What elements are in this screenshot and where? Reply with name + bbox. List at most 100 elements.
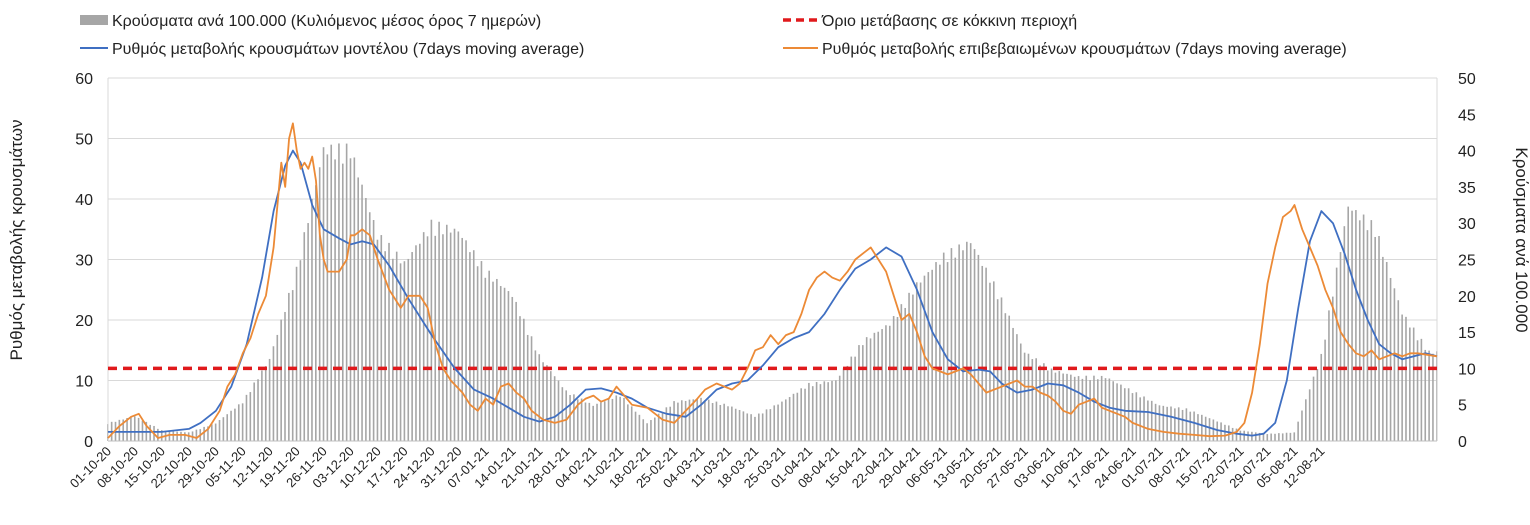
bar-case — [1077, 376, 1080, 441]
bar-case — [1154, 403, 1157, 441]
bar-case — [557, 380, 560, 441]
bar-case — [862, 345, 864, 441]
bar-case — [1320, 353, 1323, 441]
bar-case — [954, 257, 957, 441]
bar-case — [553, 376, 556, 441]
bar-case — [939, 264, 941, 441]
bar-case — [184, 432, 186, 441]
legend-swatch-cases — [80, 15, 108, 25]
bar-case — [315, 185, 317, 441]
bar-case — [642, 419, 645, 441]
legend-label-threshold: Όριο μετάβασης σε κόκκινη περιοχή — [821, 13, 1077, 30]
bar-case — [1305, 399, 1307, 441]
bar-case — [569, 394, 571, 441]
bar-case — [1343, 226, 1346, 441]
bar-case — [677, 402, 679, 441]
bar-case — [530, 336, 533, 441]
bar-case — [1120, 384, 1122, 441]
bar-case — [330, 144, 333, 441]
bar-case — [1070, 374, 1072, 441]
y-tick-right: 15 — [1458, 325, 1476, 342]
bar-case — [746, 413, 749, 441]
bar-case — [1112, 381, 1115, 441]
bar-case — [422, 232, 425, 441]
bar-case — [1201, 414, 1203, 441]
bar-case — [1174, 408, 1176, 441]
bar-case — [1212, 419, 1215, 441]
bar-case — [923, 275, 926, 441]
bar-case — [442, 234, 444, 441]
bar-case — [1143, 396, 1145, 441]
bar-case — [1243, 430, 1245, 441]
bar-case — [218, 420, 221, 441]
bar-case — [1266, 434, 1269, 441]
bar-case — [1204, 416, 1207, 441]
bar-case — [811, 386, 814, 441]
y-tick-left: 60 — [75, 71, 93, 88]
bar-case — [1401, 314, 1403, 441]
bar-case — [538, 354, 541, 441]
bar-case — [623, 397, 625, 441]
bar-case — [800, 388, 802, 441]
bar-case — [230, 410, 232, 441]
bar-case — [395, 251, 398, 441]
bar-case — [1432, 353, 1434, 441]
bar-case — [1224, 424, 1226, 441]
bar-case — [1235, 428, 1238, 441]
bar-case — [904, 307, 906, 441]
y-tick-left: 20 — [75, 313, 93, 330]
bar-case — [399, 263, 402, 441]
bar-case — [118, 419, 121, 441]
bar-case — [488, 270, 490, 441]
bar-case — [1046, 370, 1049, 441]
bar-case — [1177, 407, 1180, 441]
bar-case — [758, 413, 760, 441]
bar-case — [449, 232, 452, 441]
bar-case — [341, 163, 344, 441]
bar-case — [873, 332, 876, 441]
bar-case — [438, 221, 440, 441]
bar-case — [1428, 350, 1430, 441]
bar-case — [815, 381, 818, 441]
bar-case — [1285, 432, 1288, 441]
bar-case — [611, 398, 614, 441]
bar-case — [588, 402, 591, 441]
bar-case — [1278, 433, 1280, 441]
bar-case — [465, 240, 467, 441]
axes — [107, 78, 1438, 442]
bar-case — [669, 406, 672, 441]
bar-case — [122, 419, 125, 441]
bar-case — [253, 382, 255, 441]
bar-case — [738, 409, 741, 441]
bar-case — [445, 224, 448, 441]
bar-case — [241, 403, 244, 441]
bar-case — [561, 387, 564, 441]
bar-case — [1412, 327, 1415, 441]
bar-case — [1389, 277, 1392, 441]
bar-case — [931, 269, 933, 441]
bar-case — [969, 243, 972, 441]
bar-case — [680, 400, 683, 441]
bar-case — [942, 252, 945, 441]
bar-case — [1420, 338, 1423, 441]
bar-case — [1328, 310, 1330, 441]
bar-case — [958, 244, 960, 441]
bar-case — [573, 394, 575, 441]
bar-case — [380, 235, 383, 441]
bar-case — [1281, 433, 1284, 441]
bar-case — [765, 409, 768, 441]
y-tick-right: 5 — [1458, 398, 1467, 415]
bar-case — [384, 251, 386, 441]
bar-case — [962, 250, 964, 441]
bar-case — [657, 413, 660, 441]
y-ticks-left: 0 10 20 30 40 50 60 — [75, 71, 93, 451]
bar-case — [276, 334, 279, 441]
bar-case — [1166, 406, 1168, 441]
y-tick-left: 0 — [84, 434, 93, 451]
bar-case — [1270, 433, 1272, 441]
bar-case — [993, 281, 995, 441]
bar-case — [480, 261, 483, 441]
bar-case — [1335, 267, 1338, 441]
bar-case — [1158, 405, 1161, 441]
